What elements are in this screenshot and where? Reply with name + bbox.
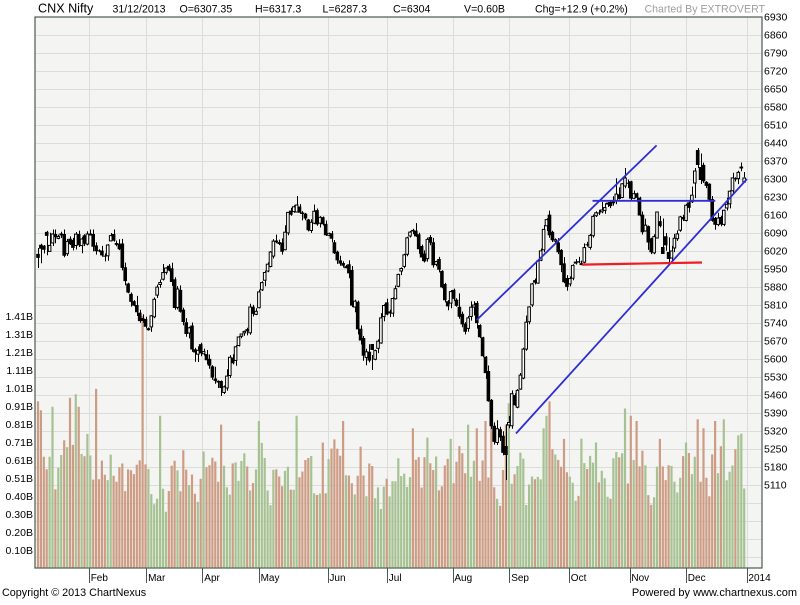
svg-text:6510: 6510 xyxy=(764,120,788,132)
svg-text:1.41B: 1.41B xyxy=(6,311,33,323)
svg-text:5320: 5320 xyxy=(764,426,788,438)
svg-text:5180: 5180 xyxy=(764,462,788,474)
svg-text:0.71B: 0.71B xyxy=(6,437,33,449)
svg-text:1.21B: 1.21B xyxy=(6,347,33,359)
svg-text:0.10B: 0.10B xyxy=(6,545,33,557)
svg-text:5390: 5390 xyxy=(764,408,788,420)
svg-text:Charted By EXTROVERT: Charted By EXTROVERT xyxy=(645,4,766,16)
svg-text:C=6304: C=6304 xyxy=(393,4,431,16)
svg-text:0.20B: 0.20B xyxy=(6,527,33,539)
svg-text:0.91B: 0.91B xyxy=(6,401,33,413)
svg-text:0.61B: 0.61B xyxy=(6,455,33,467)
svg-text:V=0.60B: V=0.60B xyxy=(464,4,505,16)
svg-text:0.40B: 0.40B xyxy=(6,491,33,503)
svg-text:L=6287.3: L=6287.3 xyxy=(323,4,368,16)
svg-text:6930: 6930 xyxy=(764,12,788,24)
svg-text:1.01B: 1.01B xyxy=(6,383,33,395)
svg-text:5740: 5740 xyxy=(764,318,788,330)
svg-text:6300: 6300 xyxy=(764,174,788,186)
svg-text:Powered by www.chartnexus.com: Powered by www.chartnexus.com xyxy=(632,587,797,599)
svg-text:6580: 6580 xyxy=(764,102,788,114)
svg-text:5880: 5880 xyxy=(764,282,788,294)
svg-text:0.51B: 0.51B xyxy=(6,473,33,485)
svg-text:6090: 6090 xyxy=(764,228,788,240)
svg-text:Oct: Oct xyxy=(571,573,587,584)
svg-text:6160: 6160 xyxy=(764,210,788,222)
svg-text:O=6307.35: O=6307.35 xyxy=(180,4,233,16)
svg-text:1.31B: 1.31B xyxy=(6,329,33,341)
svg-text:5110: 5110 xyxy=(764,480,787,492)
svg-text:Copyright © 2013 ChartNexus: Copyright © 2013 ChartNexus xyxy=(2,587,147,599)
svg-text:H=6317.3: H=6317.3 xyxy=(255,4,301,16)
svg-text:Dec: Dec xyxy=(688,573,706,584)
svg-text:Jun: Jun xyxy=(329,573,345,584)
svg-text:6650: 6650 xyxy=(764,84,788,96)
svg-text:6440: 6440 xyxy=(764,138,788,150)
svg-text:0.30B: 0.30B xyxy=(6,509,33,521)
svg-text:6020: 6020 xyxy=(764,246,788,258)
svg-text:6860: 6860 xyxy=(764,30,788,42)
svg-text:6370: 6370 xyxy=(764,156,788,168)
svg-text:Apr: Apr xyxy=(204,573,220,584)
svg-text:5530: 5530 xyxy=(764,372,788,384)
svg-text:5950: 5950 xyxy=(764,264,788,276)
svg-text:Feb: Feb xyxy=(91,573,109,584)
svg-text:31/12/2013: 31/12/2013 xyxy=(113,4,166,16)
svg-text:Sep: Sep xyxy=(511,573,529,584)
svg-text:Nov: Nov xyxy=(631,573,649,584)
svg-text:5600: 5600 xyxy=(764,354,788,366)
svg-text:CNX Nifty: CNX Nifty xyxy=(38,2,94,16)
svg-text:May: May xyxy=(261,573,280,584)
svg-text:1.11B: 1.11B xyxy=(6,365,33,377)
svg-text:2014: 2014 xyxy=(748,573,771,584)
svg-text:5670: 5670 xyxy=(764,336,788,348)
svg-text:6230: 6230 xyxy=(764,192,788,204)
svg-text:0.81B: 0.81B xyxy=(6,419,33,431)
svg-text:Chg=+12.9 (+0.2%): Chg=+12.9 (+0.2%) xyxy=(535,4,628,16)
svg-text:6720: 6720 xyxy=(764,66,788,78)
svg-text:5460: 5460 xyxy=(764,390,788,402)
svg-text:6790: 6790 xyxy=(764,48,788,60)
svg-text:5810: 5810 xyxy=(764,300,788,312)
svg-text:Aug: Aug xyxy=(454,573,472,584)
svg-text:5250: 5250 xyxy=(764,444,788,456)
svg-text:Mar: Mar xyxy=(148,573,166,584)
svg-text:Jul: Jul xyxy=(389,573,402,584)
